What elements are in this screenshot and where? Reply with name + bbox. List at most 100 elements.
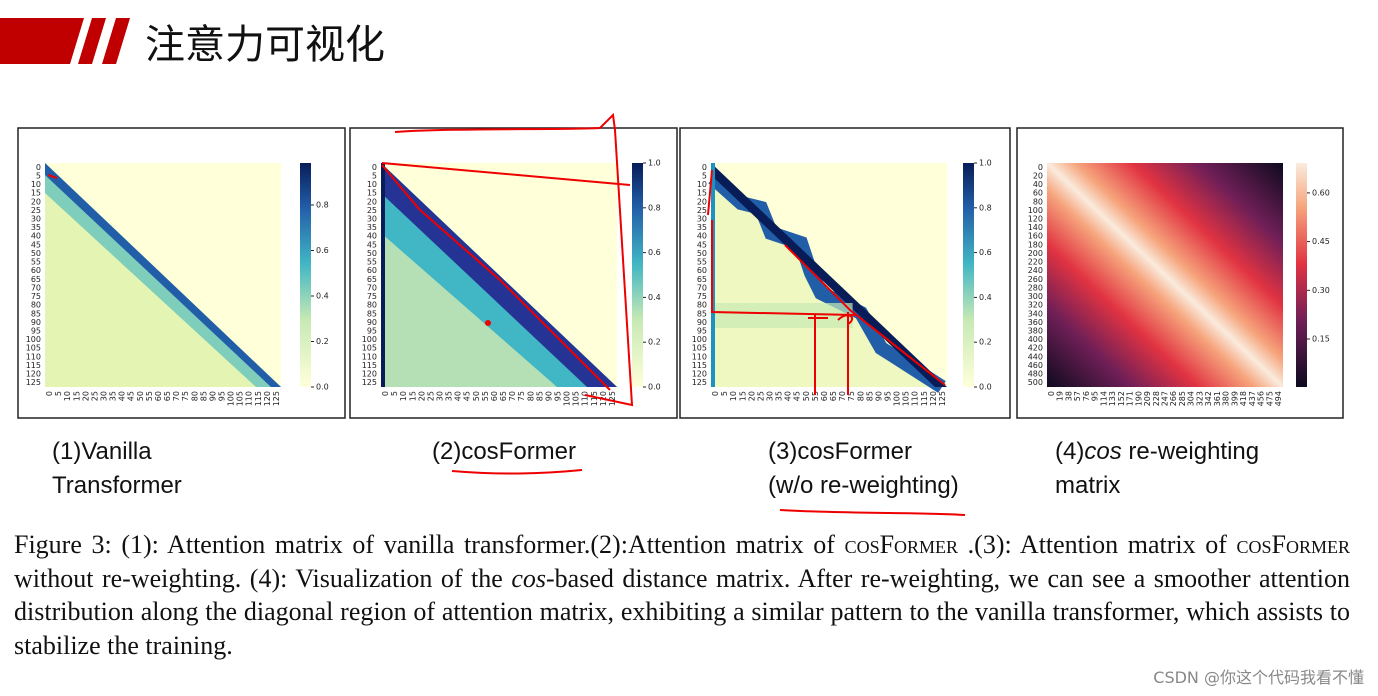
x-tick-label: 65	[499, 391, 508, 401]
caption-line: (3)cosFormer	[768, 438, 913, 465]
caption-line: (2)cosFormer	[432, 438, 577, 465]
x-tick-label: 110	[245, 391, 254, 406]
x-tick-label: 30	[436, 391, 445, 401]
caption-line: (w/o re-weighting)	[768, 472, 959, 499]
y-tick-label: 15	[697, 189, 707, 198]
y-tick-label: 35	[367, 223, 377, 232]
y-tick-label: 125	[362, 378, 377, 387]
y-tick-label: 70	[31, 283, 41, 292]
x-tick-label: 100	[227, 391, 236, 406]
x-tick-label: 20	[417, 391, 426, 401]
y-tick-label: 20	[367, 197, 377, 206]
y-tick-label: 115	[692, 361, 707, 370]
x-tick-label: 100	[563, 391, 572, 406]
y-tick-label: 55	[31, 258, 41, 267]
colorbar-tick-label: 0.2	[979, 338, 992, 347]
x-tick-label: 35	[775, 391, 784, 401]
x-tick-label: 95	[884, 391, 893, 401]
y-tick-label: 15	[367, 189, 377, 198]
y-tick-label: 480	[1028, 370, 1043, 379]
y-tick-label: 5	[372, 171, 377, 180]
heatmap-panel: 0204060801001201401601802002202402602803…	[1016, 127, 1344, 419]
x-tick-label: 70	[508, 391, 517, 401]
y-tick-label: 460	[1028, 361, 1043, 370]
y-tick-label: 85	[31, 309, 41, 318]
heatmap-band	[381, 163, 617, 387]
x-tick-label: 80	[190, 391, 199, 401]
x-tick-label: 105	[572, 391, 581, 406]
caption-text: cosFormer	[844, 530, 959, 559]
x-tick-label: 55	[811, 391, 820, 401]
x-tick-label: 15	[408, 391, 417, 401]
y-tick-label: 65	[31, 275, 41, 284]
x-tick-label: 110	[911, 391, 920, 406]
y-tick-label: 95	[31, 327, 41, 336]
x-tick-label: 120	[263, 391, 272, 406]
y-tick-label: 60	[31, 266, 41, 275]
y-tick-label: 120	[1028, 215, 1043, 224]
caption-text: .(3): Attention matrix of	[958, 530, 1237, 559]
y-tick-label: 10	[31, 180, 41, 189]
colorbar-tick-label: 0.4	[316, 292, 329, 301]
heatmap-band	[381, 163, 385, 387]
y-tick-label: 75	[367, 292, 377, 301]
y-tick-label: 25	[367, 206, 377, 215]
y-tick-label: 105	[692, 344, 707, 353]
x-tick-label: 45	[127, 391, 136, 401]
x-tick-label: 65	[829, 391, 838, 401]
x-tick-label: 20	[81, 391, 90, 401]
x-tick-label: 80	[856, 391, 865, 401]
y-tick-label: 0	[702, 163, 707, 172]
x-tick-label: 90	[544, 391, 553, 401]
x-tick-label: 209	[1143, 391, 1152, 406]
y-tick-label: 80	[367, 301, 377, 310]
y-tick-label: 50	[697, 249, 707, 258]
y-tick-label: 60	[697, 266, 707, 275]
y-tick-label: 110	[692, 352, 707, 361]
x-tick-label: 50	[136, 391, 145, 401]
watermark: CSDN @你这个代码我看不懂	[1153, 668, 1364, 687]
x-tick-label: 0	[711, 391, 720, 396]
x-tick-label: 125	[608, 391, 617, 406]
y-tick-label: 0	[372, 163, 377, 172]
y-tick-label: 85	[367, 309, 377, 318]
y-tick-label: 440	[1028, 352, 1043, 361]
x-tick-label: 10	[729, 391, 738, 401]
caption-line: matrix	[1055, 472, 1121, 499]
x-tick-label: 114	[1099, 391, 1108, 406]
x-tick-label: 65	[163, 391, 172, 401]
colorbar-tick-label: 0.2	[316, 337, 329, 346]
caption-text: -based distance matrix. After re-weighti…	[14, 563, 1350, 660]
y-tick-label: 340	[1028, 309, 1043, 318]
x-tick-label: 55	[145, 391, 154, 401]
colorbar-tick-label: 0.45	[1312, 237, 1330, 246]
caption-line: Transformer	[52, 472, 182, 499]
y-tick-label: 100	[692, 335, 707, 344]
y-tick-label: 0	[36, 163, 41, 172]
x-tick-label: 40	[118, 391, 127, 401]
x-tick-label: 115	[920, 391, 929, 406]
x-tick-label: 0	[1047, 391, 1056, 396]
y-tick-label: 125	[692, 378, 707, 387]
colorbar-tick-label: 0.30	[1312, 286, 1330, 295]
y-tick-label: 75	[697, 292, 707, 301]
x-tick-label: 361	[1213, 391, 1222, 406]
x-tick-label: 95	[1091, 391, 1100, 401]
x-tick-label: 110	[581, 391, 590, 406]
x-tick-label: 70	[838, 391, 847, 401]
x-tick-label: 95	[218, 391, 227, 401]
pen-annotations	[47, 112, 966, 516]
y-tick-label: 5	[702, 171, 707, 180]
colorbar-tick-label: 0.60	[1312, 188, 1330, 197]
colorbar-tick-label: 0.4	[648, 293, 661, 302]
y-tick-label: 100	[362, 335, 377, 344]
figure-caption: Figure 3: (1): Attention matrix of vanil…	[14, 528, 1350, 662]
y-tick-label: 70	[697, 283, 707, 292]
y-tick-label: 110	[362, 352, 377, 361]
x-tick-label: 105	[902, 391, 911, 406]
heatmap-band	[711, 303, 853, 328]
caption-text: (4)	[1055, 438, 1085, 465]
colorbar-tick-label: 0.6	[316, 246, 329, 255]
y-tick-label: 100	[1028, 206, 1043, 215]
x-tick-label: 70	[172, 391, 181, 401]
